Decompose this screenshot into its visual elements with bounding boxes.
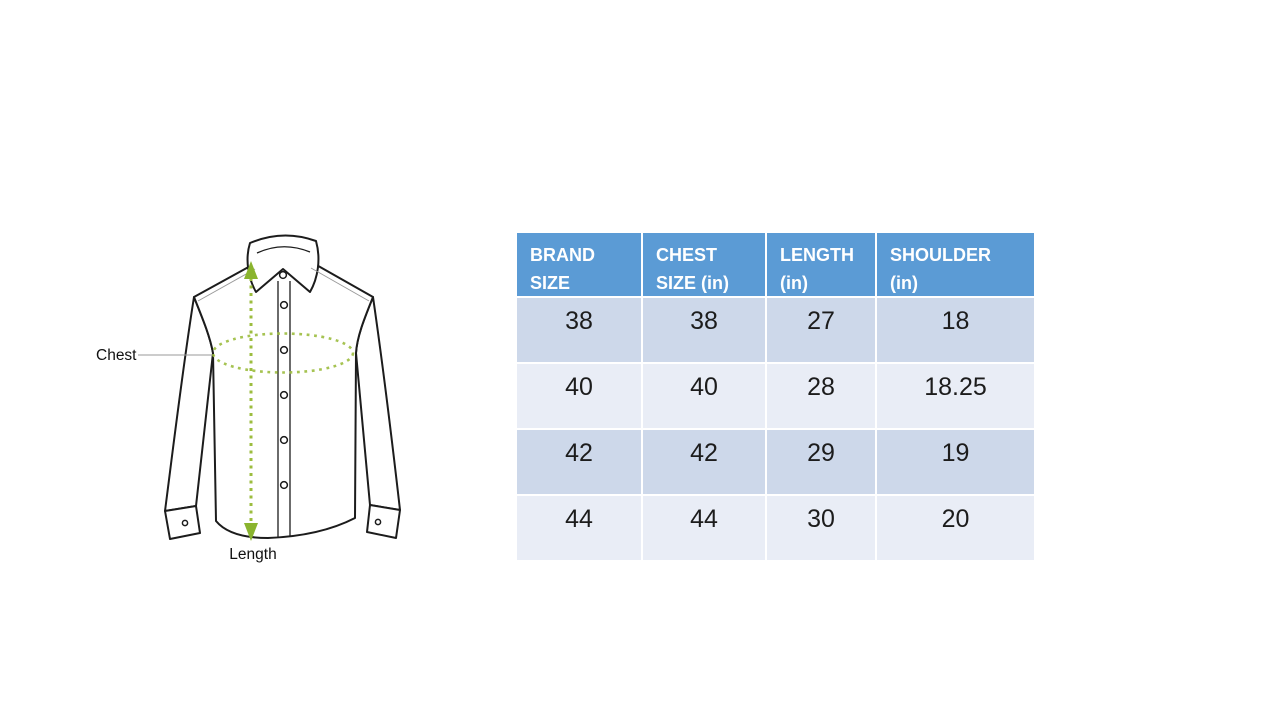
shirt-left-shoulder-seam	[197, 268, 256, 302]
header-cell-chest-size: CHEST SIZE (in)	[643, 233, 765, 296]
button-icon	[279, 435, 289, 445]
table-cell-brand-size: 44	[517, 496, 641, 560]
header-cell-shoulder: SHOULDER (in)	[877, 233, 1034, 296]
table-cell-brand-size: 38	[517, 298, 641, 362]
table-cell-length: 27	[767, 298, 875, 362]
size-chart-table: BRAND SIZE CHEST SIZE (in) LENGTH (in) S…	[517, 233, 1034, 560]
table-cell-chest-size: 38	[643, 298, 765, 362]
header-cell-brand-size: BRAND SIZE	[517, 233, 641, 296]
table-cell-length: 28	[767, 364, 875, 428]
table-cell-chest-size: 44	[643, 496, 765, 560]
length-label: Length	[229, 546, 276, 563]
shirt-right-cuff	[366, 504, 401, 539]
chest-measure-ellipse	[211, 332, 355, 374]
cuff-button-icon	[374, 518, 382, 526]
shirt-right-shoulder-seam	[310, 267, 370, 302]
button-icon	[279, 345, 289, 355]
table-cell-length: 30	[767, 496, 875, 560]
button-icon	[279, 300, 289, 310]
table-cell-brand-size: 42	[517, 430, 641, 494]
table-cell-brand-size: 40	[517, 364, 641, 428]
table-cell-chest-size: 40	[643, 364, 765, 428]
length-arrow-up-icon	[244, 261, 258, 279]
length-arrow-down-icon	[244, 523, 258, 541]
table-cell-length: 29	[767, 430, 875, 494]
shirt-buttons	[181, 270, 382, 527]
table-cell-chest-size: 42	[643, 430, 765, 494]
shirt-illustration: Chest Length	[96, 234, 401, 563]
table-cell-shoulder: 18.25	[877, 364, 1034, 428]
button-icon	[279, 390, 289, 400]
header-cell-length: LENGTH (in)	[767, 233, 875, 296]
shirt-measurement-diagram: Chest Length	[90, 225, 420, 570]
chest-label: Chest	[96, 347, 137, 364]
shirt-right-sleeve	[355, 296, 401, 511]
table-cell-shoulder: 20	[877, 496, 1034, 560]
table-cell-shoulder: 18	[877, 298, 1034, 362]
cuff-button-icon	[181, 519, 189, 527]
table-cell-shoulder: 19	[877, 430, 1034, 494]
button-icon	[278, 270, 288, 280]
shirt-collar-band-line	[256, 246, 311, 254]
button-icon	[279, 480, 289, 490]
